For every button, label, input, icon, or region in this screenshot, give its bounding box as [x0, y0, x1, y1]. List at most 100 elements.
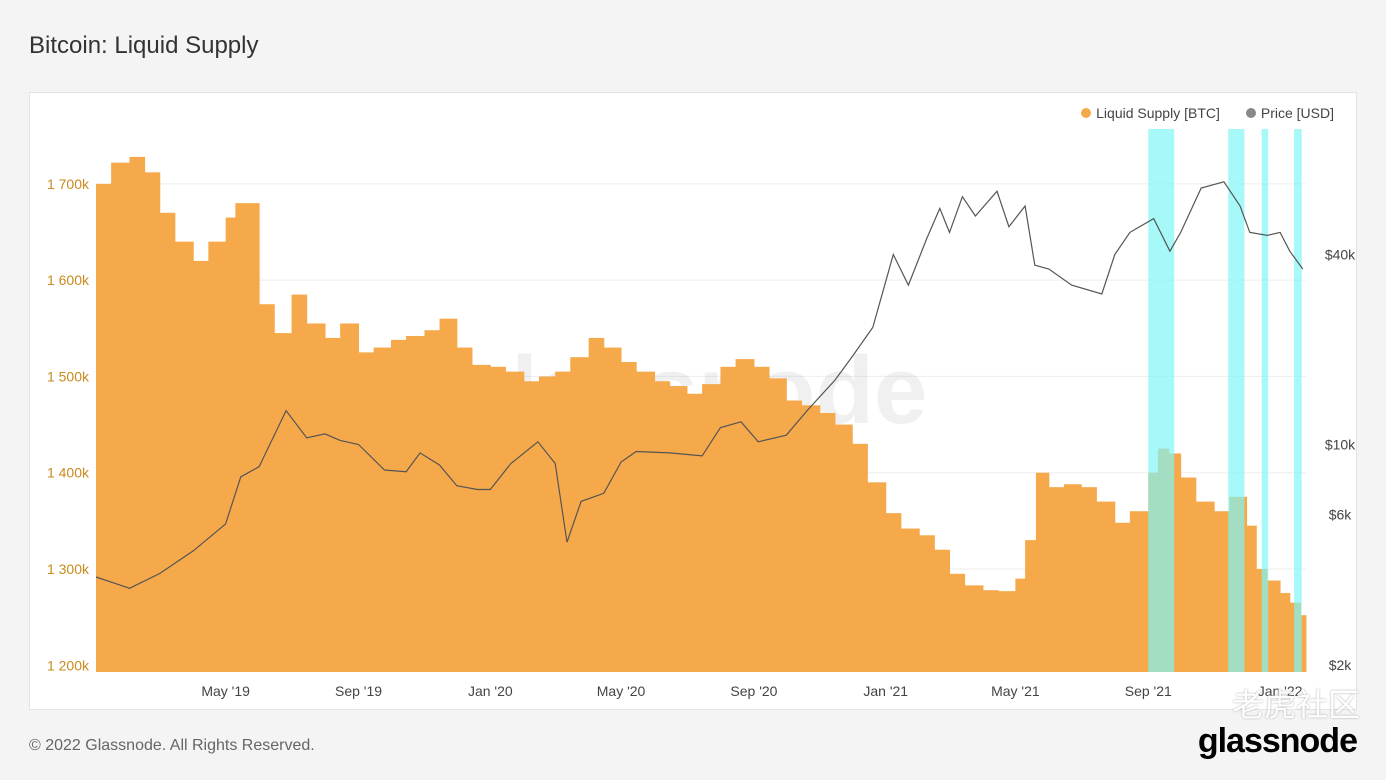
supply-bar	[934, 549, 950, 672]
supply-bar	[1048, 487, 1065, 672]
supply-bar	[193, 260, 209, 672]
supply-bar	[390, 339, 407, 672]
supply-bar	[1096, 501, 1116, 672]
supply-bar	[964, 585, 984, 672]
supply-bar	[259, 304, 275, 672]
supply-bar	[274, 333, 293, 672]
supply-bar	[291, 294, 308, 672]
x-tick-label: Sep '20	[730, 683, 777, 699]
supply-bar	[1114, 522, 1131, 672]
supply-bar	[570, 357, 590, 672]
legend-item-liquid-supply[interactable]: Liquid Supply [BTC]	[1081, 105, 1220, 121]
y-tick-label-left: 1 400k	[47, 465, 90, 481]
highlight-band	[1228, 129, 1245, 672]
x-tick-label: Sep '19	[335, 683, 382, 699]
x-tick-label: Sep '21	[1125, 683, 1172, 699]
y-tick-label-left: 1 200k	[47, 657, 90, 673]
supply-bar	[306, 323, 326, 672]
supply-bar	[1035, 472, 1050, 672]
supply-bar	[819, 413, 836, 672]
highlight-band	[1148, 129, 1175, 672]
supply-bar	[982, 590, 999, 672]
highlight-band	[1294, 129, 1302, 672]
supply-bar	[406, 335, 425, 672]
supply-bar	[1195, 501, 1215, 672]
supply-bar	[1300, 615, 1307, 672]
supply-bar	[786, 400, 802, 672]
x-tick-label: Jan '20	[468, 683, 513, 699]
supply-bar	[867, 482, 887, 672]
supply-bar	[1267, 580, 1281, 672]
supply-bar	[720, 366, 737, 672]
supply-bar	[111, 162, 130, 672]
highlight-band	[1261, 129, 1269, 672]
supply-bar	[1081, 487, 1097, 672]
supply-bar	[523, 381, 540, 672]
supply-bar	[949, 573, 966, 672]
supply-bar	[325, 337, 341, 672]
y-tick-label-right: $2k	[1329, 657, 1353, 673]
chart-card: glassnode 1 200k 1 300k 1 400k 1 500k 1 600k…	[29, 92, 1357, 710]
supply-bar	[919, 535, 935, 672]
supply-bar	[735, 359, 755, 672]
legend-label: Price [USD]	[1260, 105, 1334, 121]
supply-bar	[456, 347, 473, 672]
supply-bar	[621, 361, 637, 672]
supply-bar	[340, 323, 360, 672]
supply-bar	[235, 203, 260, 672]
x-axis: May '19 Sep '19 Jan '20 May '20 Sep '20 Jan '…	[201, 683, 1302, 699]
supply-bar	[144, 172, 161, 672]
y-tick-label-right: $10k	[1325, 436, 1356, 452]
glassnode-logo: glassnode	[1197, 722, 1358, 760]
supply-bar	[1246, 525, 1257, 672]
x-tick-label: May '19	[201, 683, 250, 699]
supply-bars	[96, 156, 1307, 673]
supply-bar	[1015, 578, 1026, 672]
legend-item-price[interactable]: Price [USD]	[1245, 105, 1334, 121]
supply-bar	[174, 241, 194, 672]
supply-bar	[505, 371, 525, 672]
supply-bar	[769, 378, 787, 672]
supply-bar	[1129, 511, 1149, 672]
supply-bar	[1214, 511, 1230, 672]
legend-label: Liquid Supply [BTC]	[1096, 105, 1220, 121]
x-tick-label: May '21	[991, 683, 1040, 699]
supply-bar	[129, 156, 146, 672]
supply-bar	[439, 318, 458, 672]
supply-bar	[885, 513, 902, 672]
x-tick-label: May '20	[597, 683, 646, 699]
supply-bar	[852, 443, 868, 672]
y-tick-label-right: $6k	[1329, 506, 1353, 522]
y-tick-label-left: 1 500k	[47, 368, 90, 384]
y-tick-label-left: 1 600k	[47, 272, 90, 288]
supply-bar	[225, 217, 236, 672]
supply-bar	[555, 371, 571, 672]
supply-bar	[490, 366, 506, 672]
supply-bar	[588, 337, 605, 672]
supply-bar	[159, 212, 176, 673]
left-axis: 1 200k 1 300k 1 400k 1 500k 1 600k 1 700k	[47, 176, 90, 673]
y-tick-label-left: 1 300k	[47, 561, 90, 577]
supply-bar	[1280, 593, 1291, 672]
supply-bar	[603, 347, 622, 672]
supply-bar	[424, 330, 441, 672]
x-tick-label: Jan '21	[863, 683, 908, 699]
supply-bar	[669, 386, 688, 672]
price-line-group	[95, 181, 1304, 589]
supply-bar	[801, 405, 821, 672]
supply-bar	[1180, 477, 1197, 672]
supply-bar	[834, 424, 853, 672]
community-watermark: 老虎社区	[1231, 687, 1360, 723]
copyright-text: © 2022 Glassnode. All Rights Reserved.	[29, 737, 315, 754]
page-title: Bitcoin: Liquid Supply	[29, 32, 259, 59]
highlight-bands	[1148, 129, 1302, 672]
supply-bar	[373, 347, 392, 672]
supply-bar	[358, 352, 375, 672]
legend-dot-icon	[1245, 108, 1256, 118]
y-tick-label-left: 1 700k	[47, 176, 90, 192]
y-tick-label-right: $40k	[1325, 247, 1356, 263]
supply-bar	[654, 381, 671, 672]
supply-bar	[96, 183, 112, 672]
supply-bar	[1064, 484, 1082, 672]
